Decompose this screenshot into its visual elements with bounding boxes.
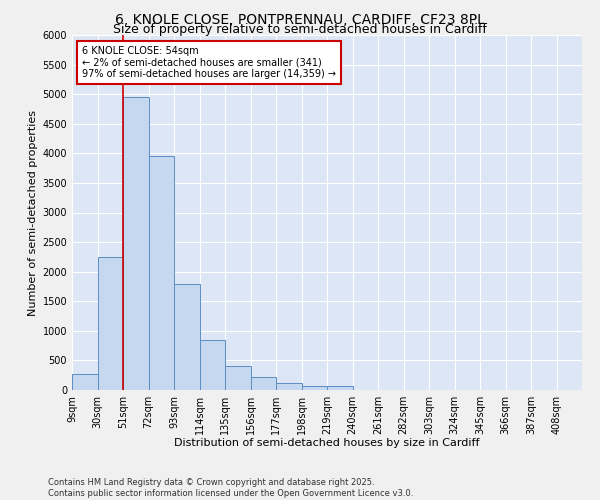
X-axis label: Distribution of semi-detached houses by size in Cardiff: Distribution of semi-detached houses by …: [174, 438, 480, 448]
Bar: [276, 382, 302, 390]
Text: 6, KNOLE CLOSE, PONTPRENNAU, CARDIFF, CF23 8PL: 6, KNOLE CLOSE, PONTPRENNAU, CARDIFF, CF…: [115, 12, 485, 26]
Bar: [149, 156, 174, 390]
Bar: [72, 374, 97, 390]
Bar: [302, 386, 327, 390]
Y-axis label: Number of semi-detached properties: Number of semi-detached properties: [28, 110, 38, 316]
Bar: [327, 386, 353, 390]
Text: Size of property relative to semi-detached houses in Cardiff: Size of property relative to semi-detach…: [113, 22, 487, 36]
Text: 6 KNOLE CLOSE: 54sqm
← 2% of semi-detached houses are smaller (341)
97% of semi-: 6 KNOLE CLOSE: 54sqm ← 2% of semi-detach…: [82, 46, 336, 79]
Bar: [174, 284, 199, 390]
Bar: [97, 257, 123, 390]
Bar: [251, 376, 276, 390]
Bar: [123, 97, 149, 390]
Bar: [225, 366, 251, 390]
Bar: [199, 340, 225, 390]
Text: Contains HM Land Registry data © Crown copyright and database right 2025.
Contai: Contains HM Land Registry data © Crown c…: [48, 478, 413, 498]
